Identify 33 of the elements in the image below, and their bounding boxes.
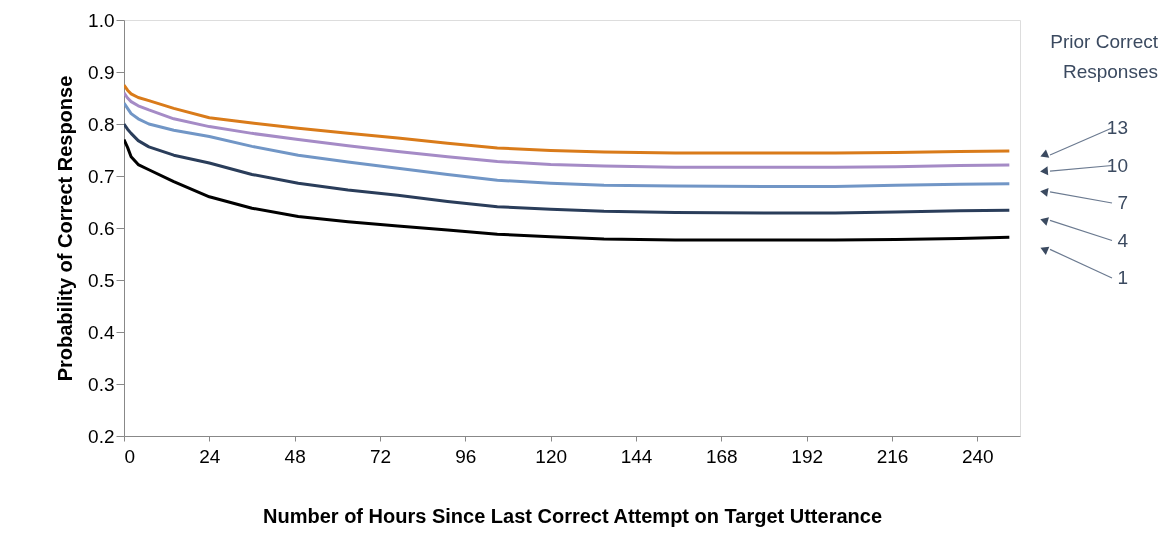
text: 4 [1117,229,1129,251]
line-series [124,83,1011,155]
y-tick-label: 0.4 [88,321,115,343]
legend-title: Prior Correct Responses [1050,31,1159,82]
x-tick-label: 240 [961,445,994,467]
line-series [124,91,1011,169]
y-tick-label: 0.8 [88,113,115,135]
x-tick-label: 144 [620,445,653,467]
y-tick-label: 0.9 [88,61,115,83]
y-tick-label: 0.3 [88,373,115,395]
y-tick-label: 0.5 [88,269,115,291]
x-tick-label: 168 [705,445,738,467]
y-tick-label: 0.2 [88,425,115,447]
y-axis-title: Probability of Correct Response [54,75,77,382]
y-tick-label: 1.0 [88,9,115,31]
x-tick-label: 48 [284,445,306,467]
x-axis-title: Number of Hours Since Last Correct Attempt on Target Utterance [263,504,882,527]
x-tick-label: 192 [791,445,824,467]
x-tick-label: 24 [199,445,221,467]
line-series [124,122,1011,215]
text: 7 [1117,192,1128,213]
x-tick-label: 96 [455,445,477,467]
text: 1 [1117,267,1128,288]
line-series [124,138,1011,242]
x-tick-label: 120 [535,445,568,467]
x-tick-label: 216 [876,445,909,467]
y-tick-label: 0.6 [88,217,115,239]
y-tick-label: 0.7 [88,165,115,187]
x-tick-label: 72 [369,445,392,467]
x-tick-label: 0 [124,445,136,467]
text: 10 [1106,154,1128,176]
text: 13 [1106,117,1128,138]
line-series [124,101,1011,188]
